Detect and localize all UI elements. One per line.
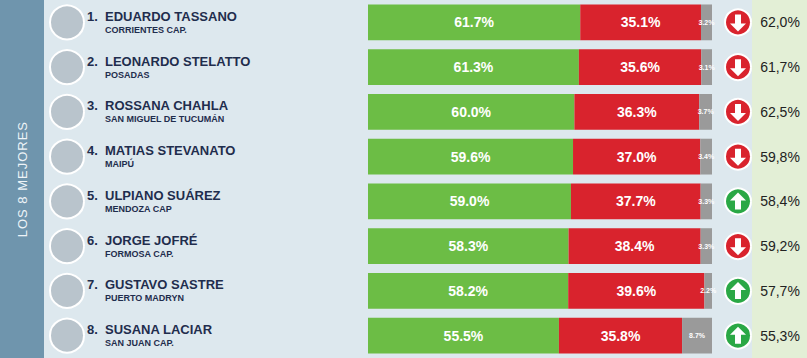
svg-text:59,2%: 59,2% (760, 238, 800, 254)
svg-text:PUERTO MADRYN: PUERTO MADRYN (105, 293, 184, 303)
svg-text:36.3%: 36.3% (617, 104, 657, 120)
svg-text:59.0%: 59.0% (450, 193, 490, 209)
svg-text:MENDOZA CAP: MENDOZA CAP (105, 204, 172, 214)
svg-text:3.3%: 3.3% (698, 198, 715, 205)
svg-text:MATIAS STEVANATO: MATIAS STEVANATO (105, 143, 235, 158)
svg-text:59,8%: 59,8% (760, 149, 800, 165)
svg-text:SUSANA LACIAR: SUSANA LACIAR (105, 322, 213, 337)
svg-text:60.0%: 60.0% (451, 104, 491, 120)
svg-text:2.2%: 2.2% (700, 287, 717, 294)
svg-text:39.6%: 39.6% (616, 283, 656, 299)
svg-text:3.: 3. (87, 98, 98, 113)
svg-text:35.6%: 35.6% (620, 59, 660, 75)
svg-text:35.8%: 35.8% (601, 328, 641, 344)
svg-text:GUSTAVO SASTRE: GUSTAVO SASTRE (105, 277, 224, 292)
svg-text:59.6%: 59.6% (451, 149, 491, 165)
svg-text:CORRIENTES CAP.: CORRIENTES CAP. (105, 25, 187, 35)
svg-text:4.: 4. (87, 143, 98, 158)
svg-text:3.4%: 3.4% (698, 153, 715, 160)
svg-text:35.1%: 35.1% (621, 14, 661, 30)
svg-text:3.3%: 3.3% (698, 243, 715, 250)
svg-text:SAN MIGUEL DE TUCUMÁN: SAN MIGUEL DE TUCUMÁN (105, 114, 224, 124)
svg-text:8.7%: 8.7% (689, 332, 706, 339)
svg-text:SAN JUAN CAP.: SAN JUAN CAP. (105, 338, 174, 348)
svg-text:38.4%: 38.4% (615, 238, 655, 254)
html-text:LOS 8 MEJORES: LOS 8 MEJORES (14, 120, 30, 238)
svg-text:POSADAS: POSADAS (105, 70, 150, 80)
svg-text:5.: 5. (87, 188, 98, 203)
svg-text:6.: 6. (87, 233, 98, 248)
svg-text:ULPIANO SUÁREZ: ULPIANO SUÁREZ (105, 188, 221, 203)
svg-text:58.2%: 58.2% (448, 283, 488, 299)
svg-text:8.: 8. (87, 322, 98, 337)
svg-text:57,7%: 57,7% (760, 283, 800, 299)
svg-text:55,3%: 55,3% (760, 328, 800, 344)
svg-text:61.7%: 61.7% (454, 14, 494, 30)
svg-text:EDUARDO TASSANO: EDUARDO TASSANO (105, 9, 237, 24)
svg-text:37.7%: 37.7% (616, 193, 656, 209)
svg-text:3.2%: 3.2% (699, 19, 716, 26)
svg-text:55.5%: 55.5% (444, 328, 484, 344)
svg-text:61.3%: 61.3% (454, 59, 494, 75)
svg-text:62,5%: 62,5% (760, 104, 800, 120)
svg-text:2.: 2. (87, 54, 98, 69)
svg-text:61,7%: 61,7% (760, 59, 800, 75)
svg-text:58.3%: 58.3% (448, 238, 488, 254)
svg-text:3.1%: 3.1% (699, 64, 716, 71)
svg-text:37.0%: 37.0% (617, 149, 657, 165)
svg-text:3.7%: 3.7% (698, 108, 715, 115)
svg-text:58,4%: 58,4% (760, 193, 800, 209)
svg-text:JORGE JOFRÉ: JORGE JOFRÉ (105, 233, 198, 248)
svg-text:FORMOSA CAP.: FORMOSA CAP. (105, 249, 174, 259)
svg-text:MAIPÚ: MAIPÚ (105, 158, 134, 169)
svg-text:1.: 1. (87, 9, 98, 24)
svg-text:7.: 7. (87, 277, 98, 292)
svg-text:62,0%: 62,0% (760, 14, 800, 30)
svg-text:ROSSANA CHAHLA: ROSSANA CHAHLA (105, 98, 229, 113)
svg-text:LEONARDO STELATTO: LEONARDO STELATTO (105, 54, 250, 69)
